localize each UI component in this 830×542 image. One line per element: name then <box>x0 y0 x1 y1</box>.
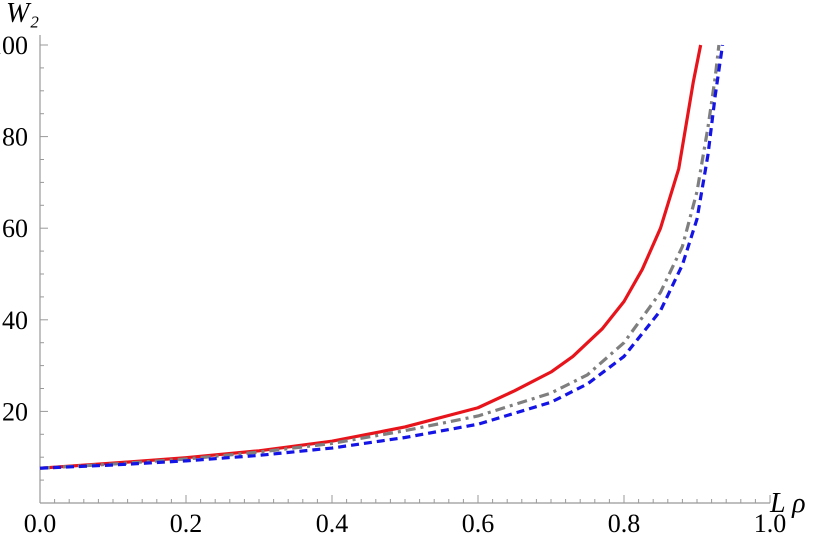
y-tick-label: 40 <box>2 306 28 335</box>
y-tick-label: 80 <box>2 123 28 152</box>
series-line-2 <box>39 44 721 470</box>
series-line-3 <box>39 44 725 470</box>
axes: 0.0 0.2 0.4 0.6 0.8 1.0 20 40 60 80 100 <box>0 31 786 538</box>
x-axis-label: L ρ <box>769 488 806 519</box>
x-tick-label: 0.2 <box>170 509 203 538</box>
x-tick-label: 0.6 <box>462 509 495 538</box>
series-line-1 <box>39 44 703 470</box>
plot-area <box>39 44 725 470</box>
y-axis-label: W₂ <box>6 0 39 29</box>
x-tick-label: 1.0 <box>754 509 787 538</box>
x-tick-label: 0.4 <box>316 509 349 538</box>
y-tick-label: 60 <box>2 214 28 243</box>
y-tick-label: 20 <box>2 397 28 426</box>
y-tick-label: 100 <box>0 31 28 60</box>
x-tick-label: 0.8 <box>608 509 641 538</box>
x-tick-label: 0.0 <box>24 509 57 538</box>
